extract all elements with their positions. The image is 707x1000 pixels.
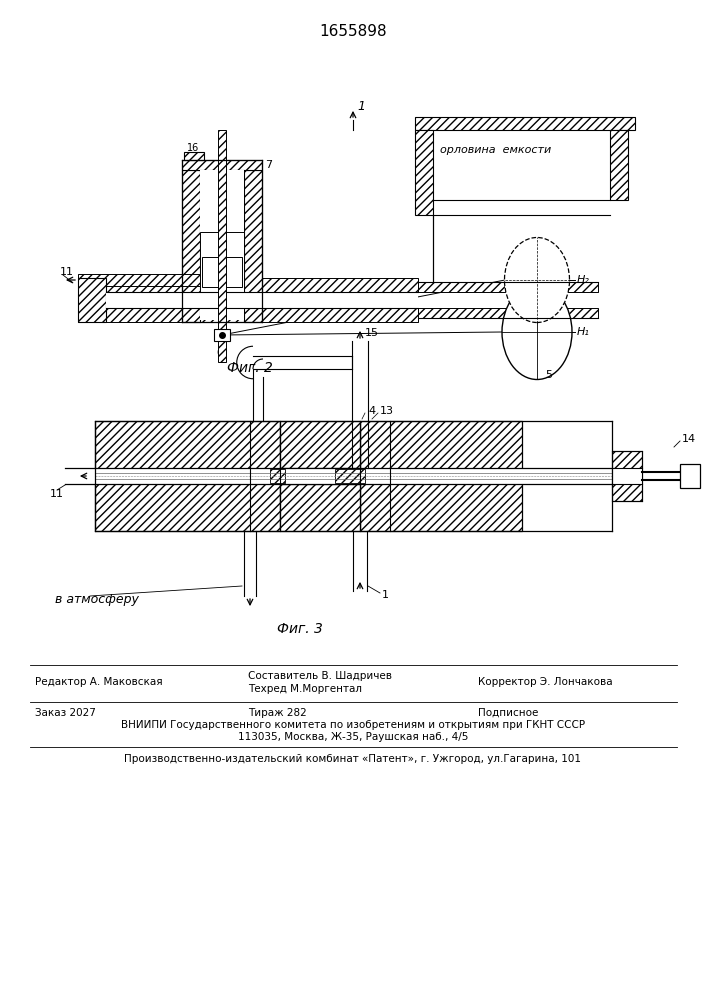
Text: в атмосферу: в атмосферу [55, 592, 139, 605]
Text: 14: 14 [682, 434, 696, 444]
Ellipse shape [505, 237, 570, 322]
Text: 8: 8 [202, 249, 208, 259]
Bar [200, 232, 244, 292]
Text: 16: 16 [187, 143, 199, 153]
Bar [244, 170, 262, 322]
Bar [415, 117, 635, 130]
Bar [612, 451, 642, 501]
Text: Фиг. 3: Фиг. 3 [277, 622, 323, 636]
Text: Заказ 2027: Заказ 2027 [35, 708, 96, 718]
Bar [65, 468, 95, 484]
Bar [270, 469, 285, 483]
Bar [78, 278, 418, 292]
Bar [360, 421, 522, 531]
Bar [200, 170, 244, 320]
Text: Подписное: Подписное [478, 708, 538, 718]
Bar [415, 130, 433, 215]
Text: H₂: H₂ [577, 275, 590, 285]
Bar [95, 468, 612, 484]
Text: H₁: H₁ [577, 327, 590, 337]
Text: ВНИИПИ Государственного комитета по изобретениям и открытиям при ГКНТ СССР: ВНИИПИ Государственного комитета по изоб… [121, 720, 585, 730]
Text: 9: 9 [228, 262, 234, 272]
Text: 1655898: 1655898 [319, 24, 387, 39]
Bar [218, 130, 226, 362]
Text: Фиг. 2: Фиг. 2 [227, 361, 273, 375]
Text: 4: 4 [368, 406, 375, 416]
Bar [182, 160, 262, 170]
Text: 1: 1 [382, 590, 389, 600]
Text: 1: 1 [357, 101, 365, 113]
Ellipse shape [502, 284, 572, 379]
Bar [280, 484, 360, 531]
Text: орловина  емкости: орловина емкости [440, 145, 551, 155]
Text: Производственно-издательский комбинат «Патент», г. Ужгород, ул.Гагарина, 101: Производственно-издательский комбинат «П… [124, 754, 581, 764]
Text: 13: 13 [380, 406, 394, 416]
Text: Техред М.Моргентал: Техред М.Моргентал [248, 684, 362, 694]
Bar [184, 152, 204, 160]
Bar [78, 274, 200, 286]
Text: 113035, Москва, Ж-35, Раушская наб., 4/5: 113035, Москва, Ж-35, Раушская наб., 4/5 [238, 732, 468, 742]
Bar [106, 292, 418, 308]
Bar [78, 278, 106, 322]
Text: Составитель В. Шадричев: Составитель В. Шадричев [248, 671, 392, 681]
Bar [610, 130, 628, 200]
Text: Корректор Э. Лончакова: Корректор Э. Лончакова [478, 677, 613, 687]
Text: Редактор А. Маковская: Редактор А. Маковская [35, 677, 163, 687]
Text: 6: 6 [216, 348, 222, 358]
Text: Тираж 282: Тираж 282 [248, 708, 307, 718]
Text: 11: 11 [60, 267, 74, 277]
Bar [95, 421, 280, 531]
Bar [612, 468, 642, 484]
Bar [418, 282, 598, 292]
Bar [214, 329, 230, 341]
Bar [78, 308, 418, 322]
Text: 10: 10 [202, 269, 214, 279]
Text: 7: 7 [265, 160, 272, 170]
Bar [182, 170, 200, 322]
Text: 5: 5 [545, 370, 552, 380]
Text: 11: 11 [50, 489, 64, 499]
Bar [335, 469, 365, 483]
Bar [680, 464, 700, 488]
Bar [202, 257, 242, 287]
Bar [418, 308, 598, 318]
Bar [280, 421, 360, 468]
Text: 15: 15 [365, 328, 379, 338]
